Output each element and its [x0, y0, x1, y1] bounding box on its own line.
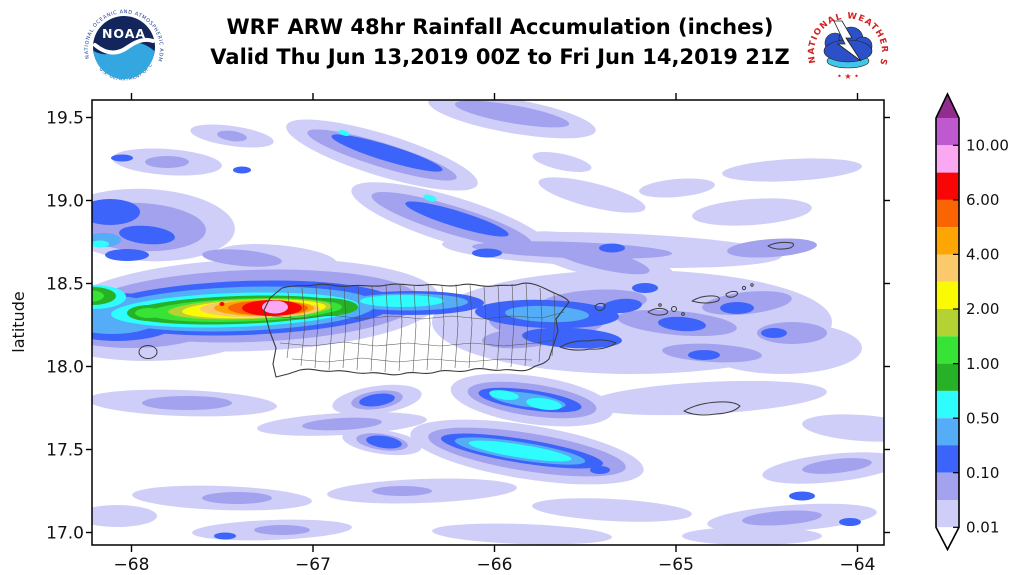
x-tick-label: −65 [658, 555, 694, 575]
colorbar-under-arrow [936, 527, 959, 550]
colorbar-segment [936, 172, 959, 200]
rainfall-contour-field [92, 100, 884, 545]
y-tick-label: 18.0 [46, 358, 84, 378]
nws-lightning-icon [833, 20, 862, 62]
y-axis-tick-labels: 19.5 19.0 18.5 18.0 17.5 17.0 [46, 109, 84, 544]
colorbar-label: 6.00 [966, 191, 999, 209]
x-axis-ticks [130, 93, 859, 552]
y-tick-label: 17.5 [46, 441, 84, 461]
tortola-outline [691, 295, 720, 304]
colorbar-label: 10.00 [966, 137, 1009, 155]
colorbar-segment [936, 472, 959, 500]
colorbar-over-arrow [936, 94, 959, 118]
small-cay-1 [741, 285, 747, 291]
colorbar-segment [936, 418, 959, 446]
culebra-outline [594, 302, 606, 311]
puerto-rico-outline [263, 282, 570, 378]
small-cay-4 [681, 312, 685, 316]
colorbar-label: 2.00 [966, 300, 999, 318]
noaa-logo: NATIONAL OCEANIC AND ATMOSPHERIC ADMINIS… [82, 5, 166, 89]
noaa-emblem-gull-icon [93, 37, 155, 55]
colorbar-segment [936, 336, 959, 364]
colorbar: 10.00 6.00 4.00 2.00 1.00 0.50 0.10 0.01 [935, 92, 1009, 552]
virgin-gorda-outline [725, 290, 738, 298]
colorbar-segment [936, 363, 959, 391]
colorbar-label: 0.01 [966, 519, 999, 537]
plot-frame [86, 93, 890, 552]
figure-subtitle: Valid Thu Jun 13,2019 00Z to Fri Jun 14,… [210, 45, 790, 70]
y-tick-label: 19.5 [46, 109, 84, 129]
colorbar-label: 1.00 [966, 355, 999, 373]
figure-title-block: WRF ARW 48hr Rainfall Accumulation (inch… [180, 0, 820, 73]
noaa-logo-text: NOAA [102, 26, 146, 41]
colorbar-segment [936, 118, 959, 146]
contour-level-8.00in [262, 300, 288, 314]
st-croix-outline [683, 401, 741, 416]
st-thomas-outline [647, 307, 669, 316]
noaa-emblem-sea [93, 42, 155, 80]
y-tick-label: 17.0 [46, 524, 84, 544]
colorbar-segment [936, 390, 959, 419]
x-tick-label: −64 [840, 555, 876, 575]
colorbar-segment [936, 445, 959, 473]
x-axis-tick-labels: −68 −67 −66 −65 −64 [114, 555, 876, 575]
coastlines [138, 241, 795, 416]
small-cay-3 [658, 303, 662, 307]
mona-island-outline [138, 345, 158, 359]
st-john-outline [671, 306, 677, 312]
colorbar-label: 0.10 [966, 464, 999, 482]
municipality-boundaries [271, 282, 565, 373]
colorbar-tick-labels: 10.00 6.00 4.00 2.00 1.00 0.50 0.10 0.01 [966, 137, 1009, 537]
x-tick-label: −67 [295, 555, 331, 575]
nws-logo: NATIONAL WEATHER SERVICE • ★ • [806, 4, 890, 88]
y-tick-label: 19.0 [46, 192, 84, 212]
colorbar-segment [936, 500, 959, 528]
y-tick-label: 18.5 [46, 275, 84, 295]
colorbar-segment [936, 309, 959, 337]
x-tick-label: −68 [114, 555, 150, 575]
small-cay-2 [750, 283, 754, 287]
y-axis-ticks [86, 116, 890, 534]
colorbar-label: 0.50 [966, 409, 999, 427]
y-axis-title: latitude [9, 291, 28, 352]
colorbar-segment [936, 145, 959, 173]
colorbar-segment [936, 227, 959, 255]
figure-title: WRF ARW 48hr Rainfall Accumulation (inch… [226, 15, 774, 39]
x-tick-label: −66 [477, 555, 513, 575]
colorbar-segment [936, 199, 959, 228]
colorbar-segment [936, 281, 959, 309]
colorbar-label: 4.00 [966, 246, 999, 264]
vieques-outline [559, 339, 617, 351]
colorbar-segment [936, 254, 959, 282]
colorbar-ticks [953, 144, 959, 528]
anegada-outline [767, 241, 795, 250]
nws-stars: • ★ • [837, 72, 859, 81]
